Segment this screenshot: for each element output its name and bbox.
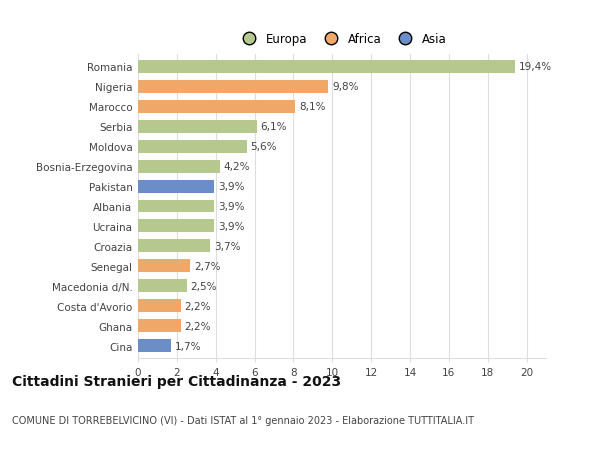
Bar xyxy=(138,200,214,213)
Bar xyxy=(138,80,328,94)
Bar xyxy=(138,240,210,253)
Text: 1,7%: 1,7% xyxy=(175,341,202,351)
Text: COMUNE DI TORREBELVICINO (VI) - Dati ISTAT al 1° gennaio 2023 - Elaborazione TUT: COMUNE DI TORREBELVICINO (VI) - Dati IST… xyxy=(12,415,474,425)
Bar xyxy=(138,280,187,293)
Text: 4,2%: 4,2% xyxy=(223,162,250,172)
Text: 8,1%: 8,1% xyxy=(299,102,326,112)
Bar xyxy=(138,160,220,173)
Bar xyxy=(138,319,181,333)
Text: 3,9%: 3,9% xyxy=(218,182,244,191)
Text: Cittadini Stranieri per Cittadinanza - 2023: Cittadini Stranieri per Cittadinanza - 2… xyxy=(12,374,341,388)
Bar xyxy=(138,61,515,73)
Bar xyxy=(138,300,181,313)
Text: 3,7%: 3,7% xyxy=(214,241,240,252)
Bar xyxy=(138,140,247,153)
Text: 2,2%: 2,2% xyxy=(185,301,211,311)
Bar xyxy=(138,120,257,133)
Text: 2,5%: 2,5% xyxy=(190,281,217,291)
Bar xyxy=(138,340,171,353)
Text: 3,9%: 3,9% xyxy=(218,222,244,231)
Bar xyxy=(138,180,214,193)
Text: 3,9%: 3,9% xyxy=(218,202,244,212)
Text: 9,8%: 9,8% xyxy=(332,82,359,92)
Bar xyxy=(138,260,190,273)
Text: 2,7%: 2,7% xyxy=(194,261,221,271)
Bar xyxy=(138,220,214,233)
Text: 5,6%: 5,6% xyxy=(251,142,277,152)
Bar xyxy=(138,101,295,113)
Legend: Europa, Africa, Asia: Europa, Africa, Asia xyxy=(235,31,449,48)
Text: 19,4%: 19,4% xyxy=(519,62,552,72)
Text: 2,2%: 2,2% xyxy=(185,321,211,331)
Text: 6,1%: 6,1% xyxy=(260,122,287,132)
